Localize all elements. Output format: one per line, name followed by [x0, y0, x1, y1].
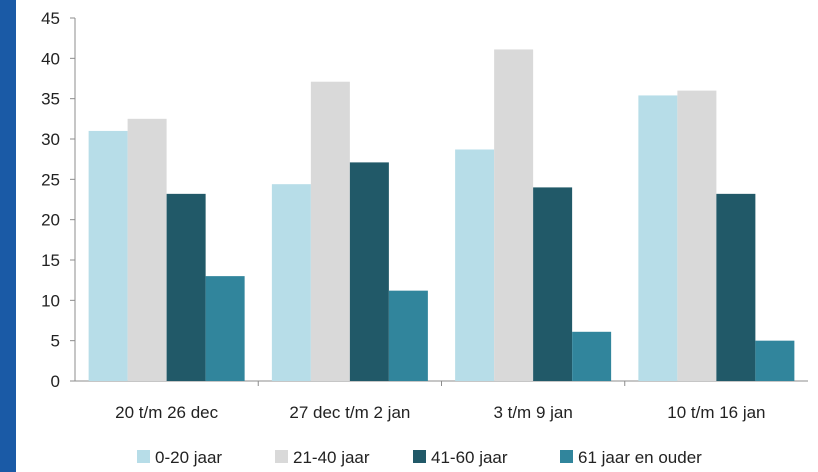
y-tick-label: 0	[51, 372, 60, 391]
x-tick-label: 27 dec t/m 2 jan	[289, 403, 410, 422]
legend-label: 0-20 jaar	[155, 448, 222, 467]
bar-21-40-jaar-1	[127, 118, 167, 381]
bars	[88, 49, 795, 382]
bar-21-40-jaar-3	[494, 49, 534, 382]
legend-label: 61 jaar en ouder	[578, 448, 702, 467]
bar-21-40-jaar-4	[677, 90, 717, 381]
bar-0-20-jaar-4	[638, 95, 678, 381]
bar-0-20-jaar-1	[88, 130, 128, 381]
bar-61-jaar-en-ouder-3	[572, 331, 612, 381]
bar-41-60-jaar-2	[349, 162, 389, 381]
x-tick-label: 3 t/m 9 jan	[493, 403, 572, 422]
legend-label: 21-40 jaar	[293, 448, 370, 467]
legend-swatch	[413, 450, 426, 463]
legend-swatch	[275, 450, 288, 463]
x-axis	[75, 380, 808, 386]
legend-swatch	[137, 450, 150, 463]
y-axis: 0 5 10 15 20 25 30 35 40 45	[41, 9, 76, 391]
bar-61-jaar-en-ouder-4	[755, 340, 795, 381]
legend-swatch	[560, 450, 573, 463]
y-tick-label: 5	[51, 332, 60, 351]
bar-0-20-jaar-3	[455, 149, 495, 381]
legend-label: 41-60 jaar	[431, 448, 508, 467]
x-tick-label: 20 t/m 26 dec	[115, 403, 219, 422]
left-accent-bar	[0, 0, 16, 472]
x-tick-label: 10 t/m 16 jan	[667, 403, 765, 422]
bar-0-20-jaar-2	[271, 184, 311, 381]
legend: 0-20 jaar 21-40 jaar 41-60 jaar 61 jaar en …	[137, 448, 702, 467]
y-tick-label: 35	[41, 90, 60, 109]
y-tick-label: 40	[41, 49, 60, 68]
bar-21-40-jaar-2	[310, 81, 350, 381]
y-tick-label: 30	[41, 130, 60, 149]
y-tick-label: 25	[41, 170, 60, 189]
bar-41-60-jaar-4	[716, 193, 756, 381]
y-tick-label: 10	[41, 291, 60, 310]
y-tick-label: 15	[41, 251, 60, 270]
bar-61-jaar-en-ouder-2	[388, 290, 428, 381]
bar-41-60-jaar-3	[533, 187, 573, 381]
y-tick-label: 20	[41, 211, 60, 230]
bar-41-60-jaar-1	[166, 193, 206, 381]
bar-61-jaar-en-ouder-1	[205, 276, 245, 381]
y-tick-label: 45	[41, 9, 60, 28]
x-tick-labels: 20 t/m 26 dec 27 dec t/m 2 jan 3 t/m 9 jan…	[115, 403, 765, 422]
